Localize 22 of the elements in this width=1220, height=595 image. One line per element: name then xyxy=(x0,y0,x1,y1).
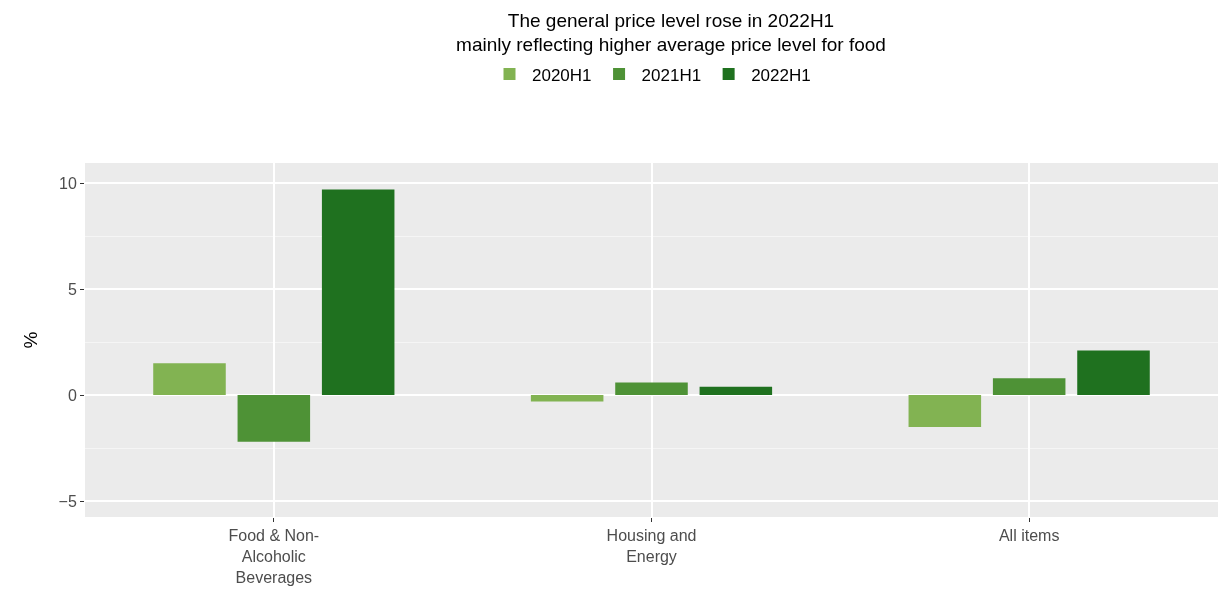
legend-label: 2020H1 xyxy=(532,65,592,85)
legend-label: 2021H1 xyxy=(641,65,702,85)
bar xyxy=(615,382,688,396)
bar xyxy=(153,363,226,396)
y-axis-title: % xyxy=(20,331,41,349)
bar xyxy=(908,395,982,427)
y-tick-label: 10 xyxy=(59,174,77,192)
bar xyxy=(321,189,395,396)
chart-title: The general price level rose in 2022H1 xyxy=(507,9,835,31)
bar xyxy=(699,386,773,396)
x-tick-label: Food & Non-Alcoholic Beverages xyxy=(228,527,320,586)
legend-label: 2022H1 xyxy=(751,65,811,85)
bar xyxy=(992,378,1066,396)
y-tick-label: −5 xyxy=(58,492,77,510)
x-tick-label: Housing and Energy xyxy=(606,527,697,565)
y-tick-label: 0 xyxy=(67,386,77,404)
bar xyxy=(1077,350,1150,396)
chart-subtitle: mainly reflecting higher average price level for food xyxy=(456,34,886,56)
x-tick-label: All items xyxy=(998,527,1060,545)
y-tick-label: 5 xyxy=(67,280,77,298)
bar xyxy=(237,395,311,442)
bar xyxy=(530,395,604,402)
